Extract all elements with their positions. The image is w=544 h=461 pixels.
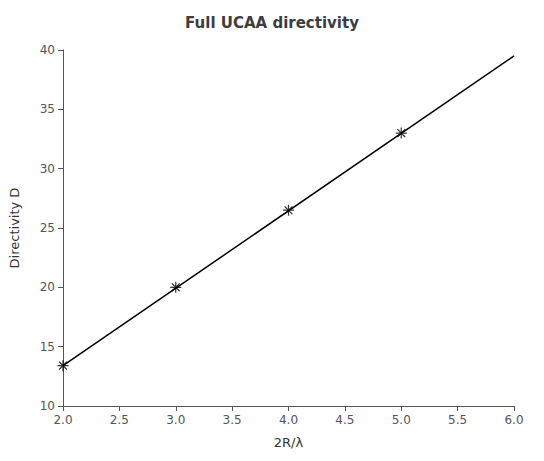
svg-text:4.0: 4.0 <box>279 413 298 427</box>
svg-text:25: 25 <box>40 221 55 235</box>
svg-text:35: 35 <box>40 102 55 116</box>
svg-text:6.0: 6.0 <box>504 413 523 427</box>
svg-text:30: 30 <box>40 162 55 176</box>
svg-text:5.5: 5.5 <box>448 413 467 427</box>
svg-text:Full UCAA directivity: Full UCAA directivity <box>185 14 359 32</box>
svg-text:3.5: 3.5 <box>223 413 242 427</box>
svg-text:Directivity D: Directivity D <box>7 188 22 269</box>
svg-text:5.0: 5.0 <box>392 413 411 427</box>
svg-text:2.0: 2.0 <box>53 413 72 427</box>
svg-text:10: 10 <box>40 399 55 413</box>
svg-text:15: 15 <box>40 340 55 354</box>
svg-text:2.5: 2.5 <box>110 413 129 427</box>
svg-text:3.0: 3.0 <box>166 413 185 427</box>
svg-text:4.5: 4.5 <box>335 413 354 427</box>
svg-text:20: 20 <box>40 280 55 294</box>
svg-text:40: 40 <box>40 43 55 57</box>
svg-text:2R/λ: 2R/λ <box>274 435 304 450</box>
